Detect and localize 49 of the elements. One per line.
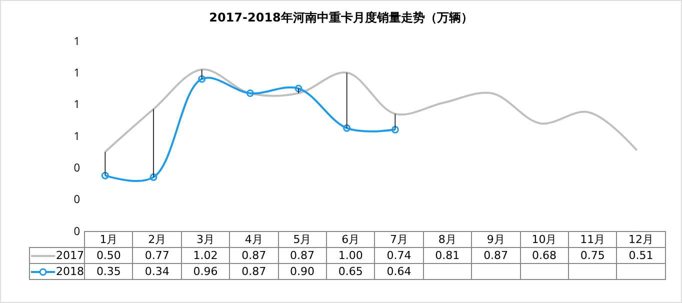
y-tick-label: 0 [74,192,80,208]
x-tick-label: 11月 [568,232,617,248]
y-tick-label: 1 [74,66,80,81]
x-tick-label: 2月 [132,232,182,248]
point [343,124,351,132]
y-tick-label: 0 [74,160,80,176]
y-tick-label: 0 [74,224,80,239]
x-tick-label: 12月 [616,232,666,248]
data-label: 0.90 [278,264,326,280]
point [198,75,206,83]
x-tick-label: 6月 [326,232,375,248]
data-label: 1.00 [326,248,375,264]
x-tick-label: 3月 [181,232,230,248]
data-label: 0.96 [181,264,230,280]
x-tick-label: 1月 [84,232,133,248]
x-tick-label: 5月 [278,232,326,248]
point [246,90,254,97]
x-tick-label: 7月 [374,232,424,248]
data-label: 0.68 [520,248,568,264]
data-label: 0.87 [230,248,278,264]
data-label: 0.81 [423,248,472,264]
point [294,84,302,92]
y-tick-label: 1 [74,128,80,144]
data-label: 0.64 [374,264,424,280]
data-label: 0.87 [278,248,326,264]
line-series [104,68,638,153]
point [150,173,158,181]
data-label: 0.87 [472,248,520,264]
data-label: 0.77 [132,248,182,264]
data-label: 0.75 [568,248,617,264]
point [101,172,109,180]
y-tick-label: 1 [74,34,80,49]
y-tick-label: 1 [74,97,80,112]
chart-title: 2017-2018年河南中重卡月度销量走势（万辆） [209,10,473,24]
data-label: 1.02 [181,248,230,264]
legend-label: 2018 [56,265,84,278]
point [391,126,399,134]
data-label: 0.34 [132,264,182,280]
data-label: 0.35 [84,264,133,280]
data-label: 0.87 [230,264,278,280]
x-tick-label: 10月 [520,232,568,248]
x-tick-label: 9月 [472,232,520,248]
data-label: 0.50 [84,248,133,264]
x-tick-label: 8月 [423,232,472,248]
data-label: 0.74 [374,248,424,264]
x-tick-label: 4月 [230,232,278,248]
data-label: 0.51 [616,248,666,264]
data-label: 0.65 [326,264,375,280]
legend-label: 2017 [56,249,84,262]
